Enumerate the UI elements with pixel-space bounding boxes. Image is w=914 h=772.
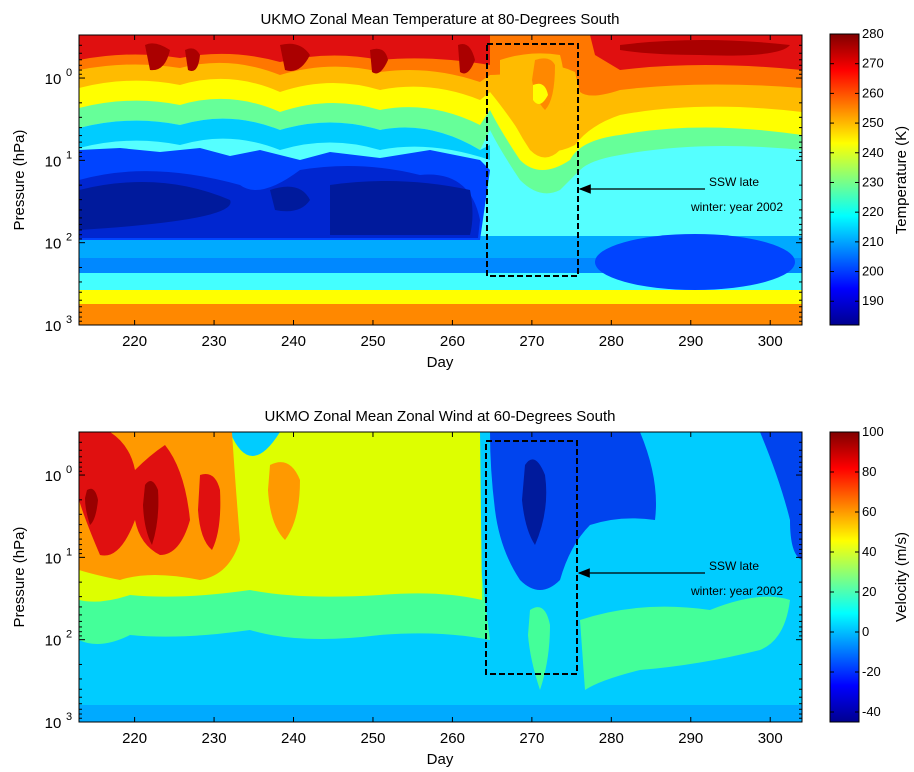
temperature-contour-field: [79, 35, 802, 325]
wind-colorbar-tick-label: -20: [862, 664, 881, 679]
wind-x-tick-label: 270: [519, 730, 544, 747]
wind-x-axis-label: Day: [427, 751, 454, 768]
wind-y-tick-exponent: 2: [66, 629, 72, 641]
wind-colorbar-tick-label: -40: [862, 704, 881, 719]
temperature-y-tick-exponent: 2: [66, 232, 72, 244]
wind-colorbar: [829, 431, 860, 723]
wind-colorbar-label: Velocity (m/s): [893, 532, 910, 622]
wind-colorbar-tick-label: 20: [862, 584, 876, 599]
wind-jet-core: [85, 481, 159, 545]
temperature-annotation-line2: winter: year 2002: [690, 200, 783, 214]
temperature-colorbar-tick-label: 250: [862, 115, 884, 130]
wind-x-tick-label: 220: [122, 730, 147, 747]
temperature-colorbar-tick-label: 280: [862, 26, 884, 41]
temperature-chart-title: UKMO Zonal Mean Temperature at 80-Degree…: [260, 11, 619, 28]
wind-ssw-box: [485, 440, 578, 675]
wind-x-tick-label: 260: [440, 730, 465, 747]
wind-late-blue: [760, 432, 802, 560]
temperature-colorbar-tick-label: 190: [862, 293, 884, 308]
temperature-x-tick-label: 260: [440, 333, 465, 350]
temperature-x-tick-label: 220: [122, 333, 147, 350]
wind-y-tick-label: 10: [45, 715, 62, 732]
wind-colorbar-ticks: 100 80 60 40 20 0 -20 -40: [830, 424, 884, 719]
temperature-colorbar: [829, 33, 860, 326]
temperature-y-tick-exponent: 1: [66, 149, 72, 161]
wind-y-tick-exponent: 3: [66, 711, 72, 723]
wind-x-tick-label: 300: [758, 730, 783, 747]
wind-x-tick-label: 250: [360, 730, 385, 747]
temperature-warm-spots: [145, 40, 790, 74]
temperature-band-cyan-upper: [79, 118, 490, 160]
wind-axes-frame: [78, 431, 803, 723]
wind-y-tick-exponent: 0: [66, 464, 72, 476]
temperature-x-ticks: 220 230 240 250 260 270 280 290 300: [122, 35, 783, 350]
temperature-ssw-yellow-spot: [533, 83, 548, 104]
temperature-colorbar-tick-label: 260: [862, 85, 884, 100]
temperature-coldest-core: [79, 181, 473, 235]
temperature-y-tick-exponent: 0: [66, 67, 72, 79]
wind-colorbar-tick-label: 0: [862, 624, 869, 639]
wind-contour-field: [79, 432, 802, 722]
wind-y-axis-label: Pressure (hPa): [11, 527, 28, 628]
temperature-colorbar-tick-label: 210: [862, 234, 884, 249]
wind-y-tick-label: 10: [45, 633, 62, 650]
wind-colorbar-tick-label: 80: [862, 464, 876, 479]
wind-colorbar-tick-label: 100: [862, 424, 884, 439]
wind-panel: UKMO Zonal Mean Zonal Wind at 60-Degrees…: [11, 408, 910, 768]
wind-x-tick-label: 240: [281, 730, 306, 747]
temperature-colorbar-tick-label: 220: [862, 204, 884, 219]
temperature-y-tick-label: 10: [45, 153, 62, 170]
temperature-colorbar-ticks: 190 200 210 220 230 240 250 260 270 280: [830, 26, 884, 308]
wind-x-ticks: 220 230 240 250 260 270 280 290 300: [122, 432, 783, 747]
temperature-y-tick-label: 10: [45, 236, 62, 253]
wind-annotation-line2: winter: year 2002: [690, 584, 783, 598]
temperature-x-tick-label: 230: [202, 333, 227, 350]
temperature-blue-island: [595, 234, 795, 290]
temperature-y-tick-exponent: 3: [66, 314, 72, 326]
temperature-colorbar-label: Temperature (K): [893, 126, 910, 234]
wind-lower-green-late: [528, 596, 790, 690]
wind-colorbar-tick-label: 40: [862, 544, 876, 559]
temperature-x-tick-label: 240: [281, 333, 306, 350]
wind-colorbar-tick-label: 60: [862, 504, 876, 519]
temperature-annotation-line1: SSW late: [709, 175, 759, 189]
temperature-y-ticks: 10 0 10 1 10 2 10 3: [45, 34, 802, 335]
wind-y-tick-label: 10: [45, 550, 62, 567]
temperature-y-axis-label: Pressure (hPa): [11, 130, 28, 231]
temperature-x-tick-label: 300: [758, 333, 783, 350]
temperature-x-tick-label: 250: [360, 333, 385, 350]
wind-x-tick-label: 280: [599, 730, 624, 747]
wind-x-tick-label: 230: [202, 730, 227, 747]
wind-y-tick-exponent: 1: [66, 546, 72, 558]
temperature-x-axis-label: Day: [427, 354, 454, 371]
temperature-colorbar-tick-label: 240: [862, 145, 884, 160]
temperature-panel: UKMO Zonal Mean Temperature at 80-Degree…: [11, 11, 910, 371]
wind-x-tick-label: 290: [678, 730, 703, 747]
temperature-colorbar-tick-label: 200: [862, 264, 884, 279]
temperature-x-tick-label: 270: [519, 333, 544, 350]
temperature-band-lower-yellow: [79, 288, 802, 304]
temperature-x-tick-label: 280: [599, 333, 624, 350]
wind-annotation-line1: SSW late: [709, 559, 759, 573]
wind-band-surface: [79, 705, 802, 722]
temperature-ssw-box: [486, 43, 579, 277]
temperature-y-tick-label: 10: [45, 318, 62, 335]
wind-y-ticks: 10 0 10 1 10 2 10 3: [45, 431, 802, 732]
temperature-colorbar-tick-label: 230: [862, 174, 884, 189]
wind-y-tick-label: 10: [45, 468, 62, 485]
temperature-x-tick-label: 290: [678, 333, 703, 350]
temperature-colorbar-tick-label: 270: [862, 56, 884, 71]
wind-ssw-dark-core: [522, 459, 547, 545]
temperature-axes-frame: [78, 34, 803, 326]
wind-chart-title: UKMO Zonal Mean Zonal Wind at 60-Degrees…: [265, 408, 616, 425]
temperature-y-tick-label: 10: [45, 71, 62, 88]
temperature-band-red: [79, 35, 802, 70]
